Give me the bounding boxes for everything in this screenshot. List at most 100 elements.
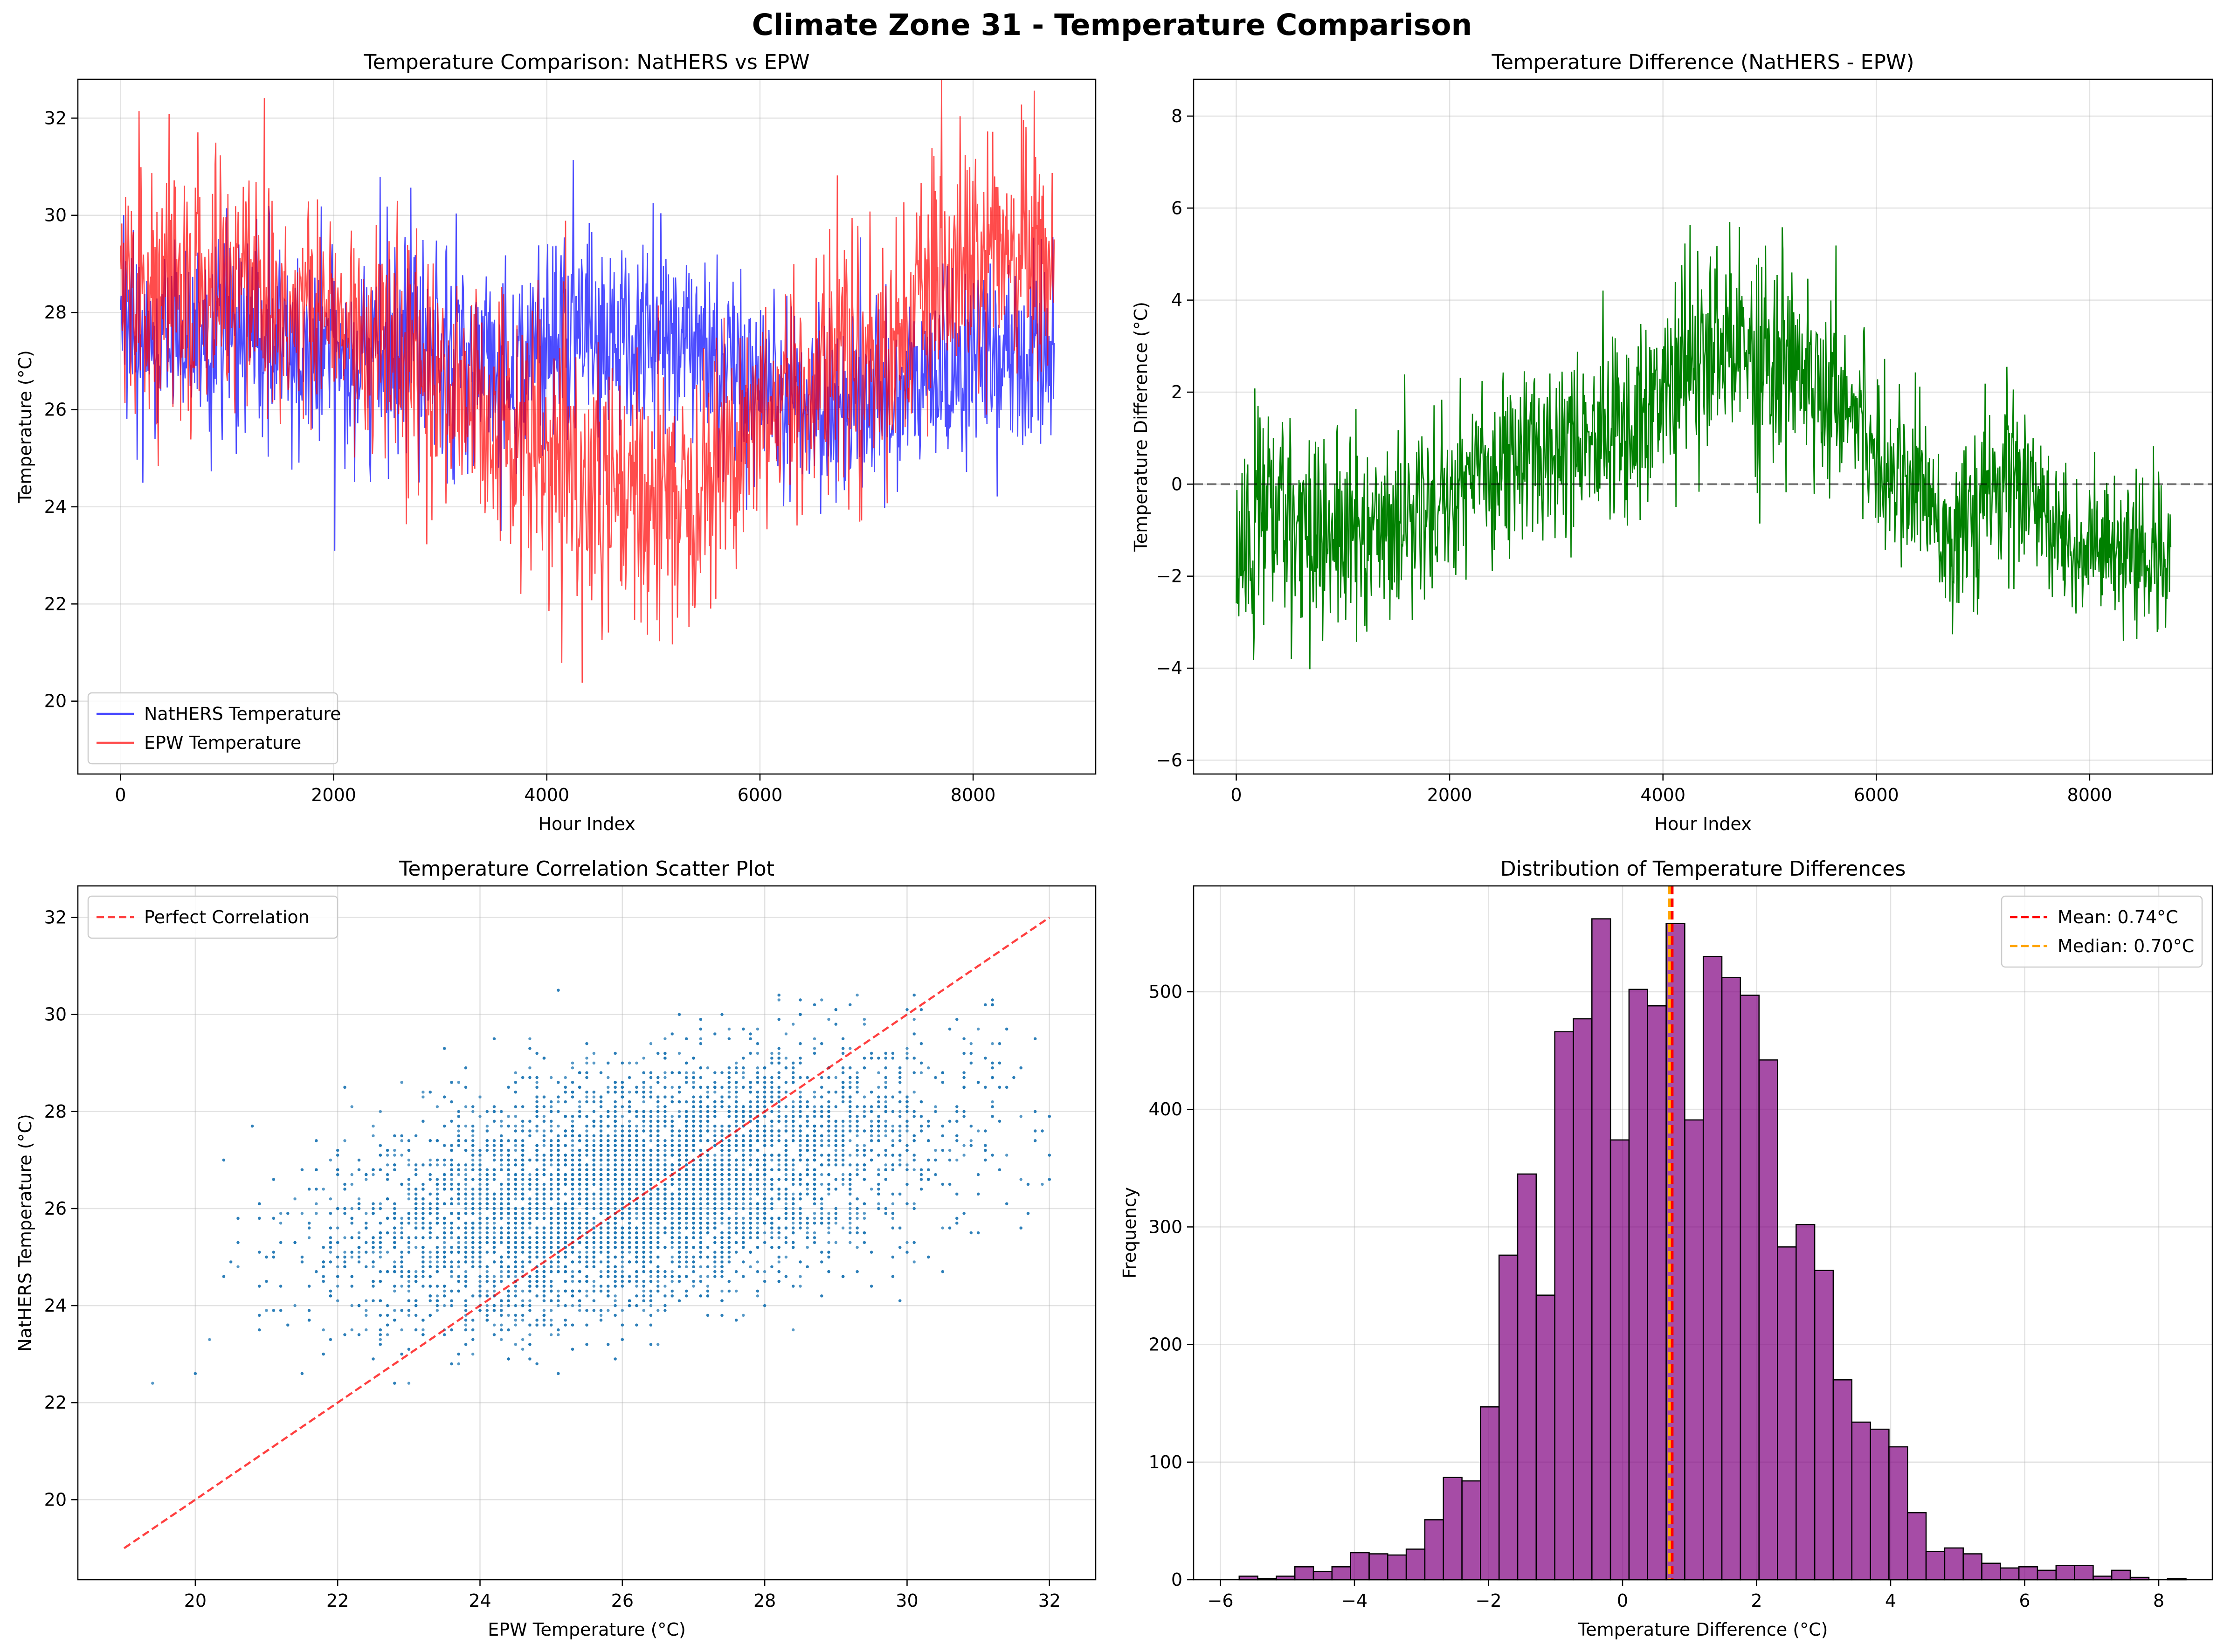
scatter-point	[557, 1304, 560, 1307]
scatter-point	[699, 1265, 703, 1268]
scatter-point	[749, 1265, 752, 1268]
scatter-point	[386, 1251, 389, 1254]
scatter-point	[464, 1105, 468, 1108]
scatter-point	[792, 1192, 795, 1196]
scatter-point	[542, 1139, 546, 1142]
scatter-point	[478, 1158, 482, 1162]
scatter-point	[464, 1168, 468, 1171]
scatter-point	[706, 1091, 710, 1094]
scatter-point	[450, 1236, 453, 1239]
figure-suptitle: Climate Zone 31 - Temperature Comparison	[752, 8, 1472, 42]
panel-correlation-scatter: 20 22 24 26 28 30 3220222426283032Temperature …	[15, 857, 1097, 1640]
scatter-point	[607, 1182, 610, 1186]
scatter-point	[236, 1265, 240, 1268]
scatter-point	[599, 1313, 603, 1317]
scatter-point	[514, 1197, 518, 1201]
scatter-point	[365, 1313, 368, 1317]
scatter-point	[258, 1285, 261, 1288]
scatter-point	[514, 1124, 518, 1128]
scatter-point	[841, 1173, 845, 1176]
scatter-point	[784, 1124, 788, 1128]
scatter-point	[414, 1222, 418, 1225]
scatter-point	[834, 1148, 838, 1152]
scatter-point	[514, 1148, 518, 1152]
scatter-point	[706, 1124, 710, 1128]
scatter-point	[834, 1076, 838, 1079]
scatter-point	[699, 1275, 703, 1278]
scatter-point	[279, 1222, 283, 1225]
scatter-point	[336, 1226, 339, 1230]
scatter-point	[393, 1289, 396, 1293]
scatter-point	[500, 1120, 503, 1123]
y-tick-label: 24	[44, 497, 67, 517]
scatter-point	[863, 1212, 866, 1215]
panel-temperature-difference: 0 2000 4000 6000 8000−6−4−202468Temperature …	[1131, 50, 2213, 834]
scatter-point	[464, 1270, 468, 1273]
scatter-point	[677, 1110, 681, 1113]
scatter-point	[407, 1313, 411, 1317]
scatter-point	[635, 1192, 638, 1196]
scatter-point	[542, 1217, 546, 1220]
scatter-point	[742, 1071, 745, 1074]
scatter-point	[478, 1182, 482, 1186]
scatter-point	[528, 1066, 532, 1070]
scatter-point	[514, 1294, 518, 1298]
scatter-point	[571, 1139, 574, 1142]
scatter-point	[478, 1279, 482, 1283]
scatter-point	[912, 1168, 916, 1171]
scatter-point	[856, 1246, 859, 1249]
scatter-point	[670, 1246, 674, 1249]
scatter-point	[649, 1275, 653, 1278]
scatter-point	[379, 1338, 382, 1341]
scatter-point	[435, 1260, 439, 1264]
scatter-point	[742, 1076, 745, 1079]
scatter-point	[386, 1333, 389, 1336]
scatter-point	[934, 1148, 937, 1152]
scatter-point	[457, 1129, 460, 1133]
scatter-point	[720, 1222, 724, 1225]
panel-temperature-comparison: 0 2000 4000 6000 800020222426283032Temperatu…	[15, 50, 1097, 834]
scatter-point	[742, 1202, 745, 1205]
scatter-point	[443, 1163, 446, 1167]
scatter-point	[792, 1100, 795, 1104]
scatter-point	[792, 1207, 795, 1210]
scatter-point	[435, 1294, 439, 1298]
scatter-point	[464, 1188, 468, 1191]
scatter-point	[734, 1061, 738, 1064]
scatter-point	[514, 1275, 518, 1278]
scatter-point	[770, 1124, 774, 1128]
x-tick-label: 4000	[1640, 785, 1685, 805]
scatter-point	[912, 1202, 916, 1205]
scatter-point	[528, 1333, 532, 1336]
scatter-point	[485, 1222, 489, 1225]
scatter-point	[727, 1226, 731, 1230]
scatter-point	[485, 1270, 489, 1273]
scatter-point	[677, 1139, 681, 1142]
scatter-point	[500, 1304, 503, 1307]
scatter-point	[727, 1091, 731, 1094]
scatter-point	[343, 1139, 346, 1142]
scatter-point	[400, 1285, 403, 1288]
scatter-point	[315, 1202, 318, 1205]
scatter-point	[884, 1134, 887, 1138]
x-tick-label: 6000	[1854, 785, 1899, 805]
scatter-point	[813, 1091, 816, 1094]
scatter-point	[621, 1260, 624, 1264]
scatter-point	[777, 1260, 780, 1264]
series-epw-temperature	[120, 79, 1055, 683]
scatter-point	[756, 1260, 760, 1264]
scatter-point	[799, 1275, 802, 1278]
scatter-point	[621, 1115, 624, 1118]
scatter-point	[699, 1192, 703, 1196]
scatter-point	[919, 1071, 923, 1074]
scatter-point	[677, 1231, 681, 1235]
scatter-point	[770, 1051, 774, 1055]
scatter-point	[784, 1202, 788, 1205]
scatter-point	[393, 1260, 396, 1264]
scatter-point	[514, 1071, 518, 1074]
scatter-point	[884, 1163, 887, 1167]
scatter-point	[521, 1270, 525, 1273]
x-tick-label: 2000	[311, 785, 356, 805]
scatter-point	[372, 1134, 375, 1138]
scatter-point	[706, 1158, 710, 1162]
